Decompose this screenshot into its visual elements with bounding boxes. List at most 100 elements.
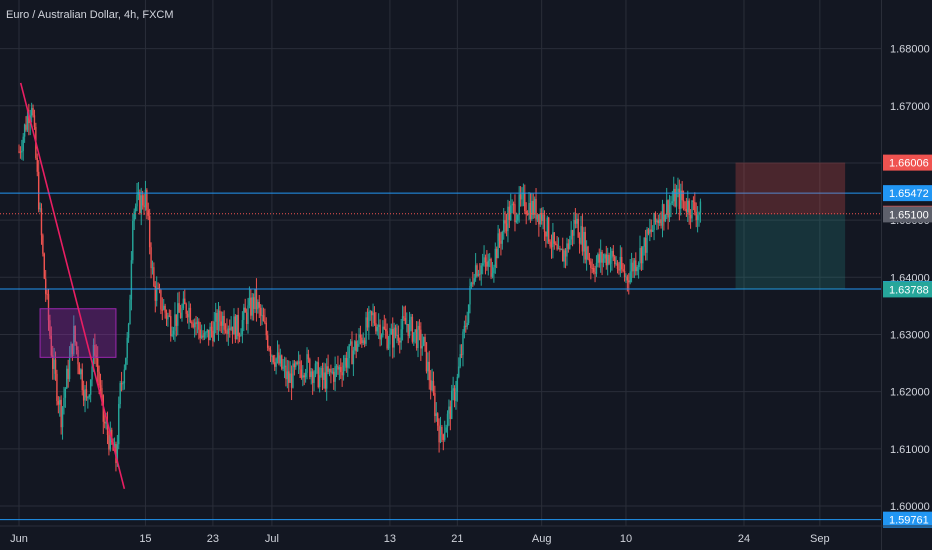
candle-body	[109, 429, 112, 450]
candle-body	[470, 282, 473, 286]
candle-body	[363, 340, 366, 344]
candle-body	[413, 332, 415, 342]
candle-body	[559, 248, 561, 250]
candle-body	[510, 205, 512, 220]
price-tag-label: 1.65100	[889, 209, 929, 221]
candle-body	[299, 361, 301, 370]
candle-body	[66, 368, 68, 389]
candle-body	[650, 229, 652, 232]
candle-body	[508, 206, 511, 220]
candle-body	[227, 328, 230, 334]
candle-body	[279, 355, 282, 364]
candle-body	[399, 340, 401, 343]
candle-body	[630, 262, 633, 272]
candle-body	[324, 372, 326, 389]
candle-body	[532, 200, 534, 215]
candle-body	[587, 246, 589, 260]
candle-body	[592, 268, 595, 272]
candle-body	[547, 217, 550, 242]
candle-body	[647, 229, 650, 234]
candle-body	[385, 328, 387, 332]
candle-body	[463, 325, 466, 332]
candle-body	[68, 357, 71, 379]
candle-body	[377, 324, 380, 327]
price-tag	[883, 154, 932, 171]
candle-body	[474, 265, 477, 279]
candle-body	[331, 371, 334, 373]
candle-body	[361, 337, 363, 344]
candle-body	[130, 260, 133, 300]
candle-body	[182, 298, 185, 309]
candle-body	[302, 375, 304, 378]
candle-body	[143, 205, 145, 208]
candle-body	[550, 246, 553, 248]
candle-body	[365, 317, 367, 344]
candle-body	[88, 394, 90, 398]
candle-body	[628, 280, 630, 283]
candle-body	[238, 335, 241, 337]
candle-body	[642, 246, 644, 264]
candle-body	[446, 413, 449, 428]
candle-body	[191, 322, 193, 324]
candle-body	[625, 276, 627, 278]
candle-body	[91, 366, 93, 380]
candle-body	[573, 220, 575, 236]
trend-line[interactable]	[19, 82, 126, 490]
candle-body	[333, 371, 335, 382]
candle-body	[494, 248, 496, 268]
candle-body	[525, 210, 527, 214]
candle-body	[125, 357, 127, 370]
candle-body	[171, 334, 173, 336]
candle-body	[222, 315, 224, 326]
candle-body	[382, 326, 384, 336]
candle-body	[231, 326, 234, 335]
candle-body	[466, 322, 468, 327]
candle-body	[321, 367, 324, 380]
candle-body	[422, 336, 425, 346]
candle-body	[44, 278, 47, 294]
candle-body	[168, 315, 171, 317]
price-tag	[883, 206, 932, 223]
candle-body	[511, 203, 513, 206]
candle-body	[481, 263, 484, 266]
rectangle-drawing[interactable]	[39, 308, 117, 358]
candle-body	[18, 151, 20, 153]
candle-body	[428, 361, 430, 381]
candle-body	[133, 211, 135, 221]
candle-body	[606, 254, 609, 266]
candle-body	[147, 210, 149, 216]
price-tag-label: 1.59761	[889, 515, 929, 527]
x-tick-label: 13	[384, 533, 396, 545]
candle-body	[396, 334, 398, 336]
candle-body	[666, 200, 668, 216]
candle-body	[295, 362, 297, 368]
candle-body	[392, 329, 394, 348]
candle-body	[304, 372, 307, 378]
candle-body	[28, 115, 30, 124]
candle-body	[654, 213, 657, 223]
candle-body	[217, 310, 220, 331]
candle-body	[434, 393, 436, 416]
stop-loss-zone[interactable]	[735, 162, 846, 215]
candle-body	[342, 365, 345, 376]
candle-body	[78, 364, 81, 375]
candle-body	[85, 389, 88, 398]
candle-body	[195, 322, 197, 325]
candle-body	[25, 124, 27, 130]
candle-body	[80, 369, 82, 375]
candle-body	[266, 335, 269, 348]
candle-body	[338, 367, 341, 370]
candle-body	[591, 267, 593, 269]
candle-body	[309, 359, 311, 378]
candle-body	[240, 334, 242, 337]
take-profit-zone[interactable]	[735, 214, 846, 290]
candle-body	[198, 321, 200, 330]
candle-body	[542, 214, 544, 221]
candle-body	[420, 329, 422, 349]
candle-body	[574, 220, 577, 224]
candle-body	[285, 365, 287, 380]
candle-body	[165, 312, 168, 320]
candle-body	[656, 220, 658, 223]
